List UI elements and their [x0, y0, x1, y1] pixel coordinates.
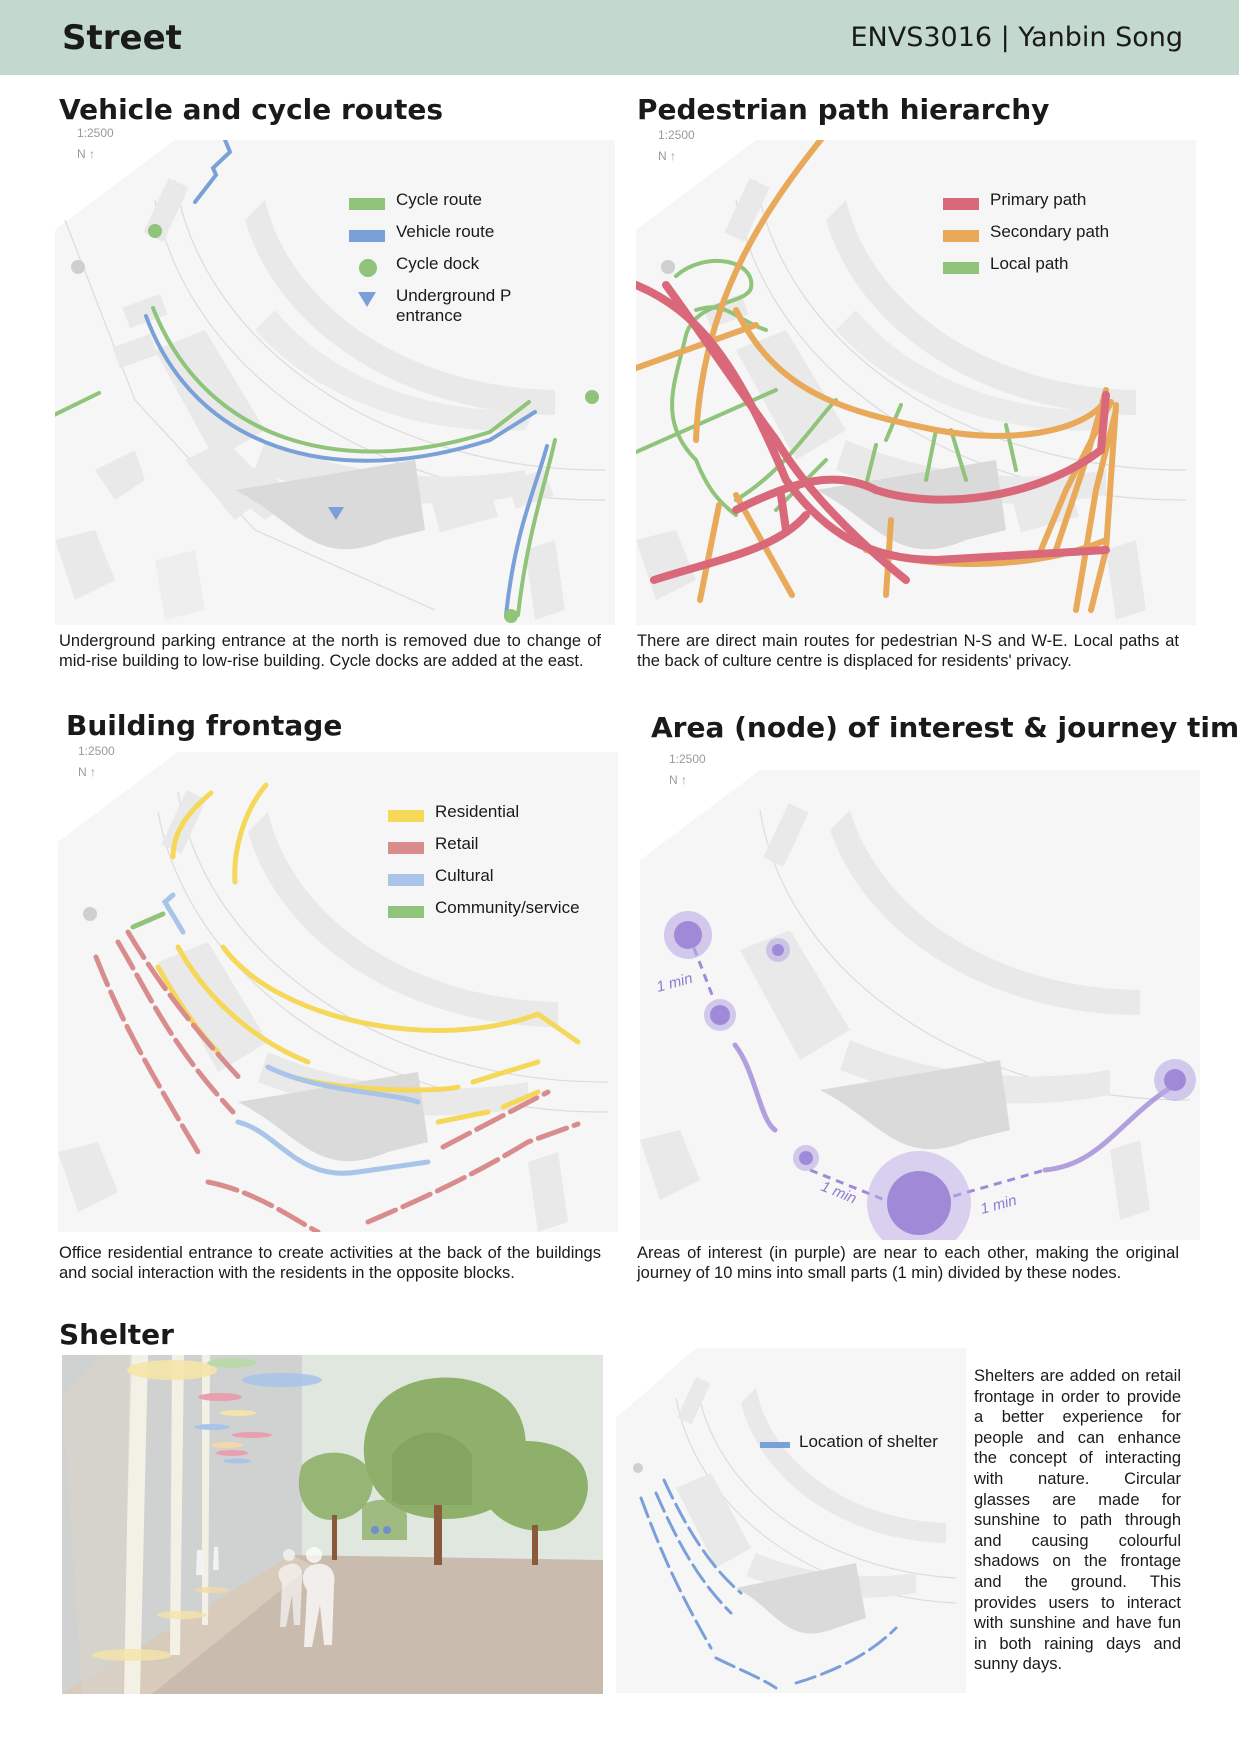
page-title: Street: [62, 18, 182, 58]
glass-disc-blue: [223, 1458, 251, 1464]
tree: [482, 1441, 588, 1531]
glass-disc-blue: [194, 1424, 230, 1430]
colonnade-column: [202, 1355, 210, 1625]
base-map: [636, 140, 1196, 625]
glass-disc-blue: [242, 1373, 322, 1387]
retail-frontage: [93, 929, 581, 1232]
vehicle-title: Vehicle and cycle routes: [59, 93, 444, 126]
pedestrian-caption: There are direct main routes for pedestr…: [637, 632, 1179, 670]
tree: [298, 1452, 373, 1520]
nodes-map: 1 min 1 min 1 min: [640, 770, 1200, 1240]
cycle-route: [55, 306, 557, 617]
nodes-caption: Areas of interest (in purple) are near t…: [637, 1244, 1179, 1282]
shelter-title: Shelter: [59, 1318, 174, 1351]
frontage-scale-label: 1:2500 N ↑: [78, 744, 115, 779]
vehicle-scale-label: 1:2500 N ↑: [77, 126, 114, 161]
nodes-title: Area (node) of interest & journey time: [651, 711, 1239, 744]
base-map: [55, 140, 615, 625]
cultural-frontage: [161, 892, 431, 1176]
glass-disc-yellow: [127, 1360, 217, 1380]
course-author: ENVS3016 | Yanbin Song: [850, 22, 1183, 53]
frontage-title: Building frontage: [66, 709, 343, 742]
frontage-map: [58, 752, 618, 1232]
base-map: [616, 1348, 966, 1693]
tree: [362, 1499, 407, 1540]
cycle-dock-south: [504, 609, 518, 623]
underground-parking-marker: [328, 507, 344, 520]
base-map: [640, 770, 1200, 1240]
glass-disc-green: [207, 1358, 257, 1368]
vehicle-caption: Underground parking entrance at the nort…: [59, 632, 601, 670]
pedestrian-figure: [278, 1563, 303, 1627]
shelter-map: [616, 1348, 966, 1693]
pedestrian-figure: [302, 1563, 335, 1647]
glass-disc-yellow: [211, 1442, 243, 1448]
vehicle-map: [55, 140, 615, 625]
colonnade-column: [170, 1355, 184, 1655]
nodes-scale-label: 1:2500 N ↑: [669, 752, 706, 787]
base-map: [58, 752, 618, 1232]
glass-disc-pink: [216, 1450, 248, 1456]
glass-disc-pink: [198, 1393, 242, 1401]
community-frontage: [130, 911, 166, 930]
shelter-render: [62, 1355, 603, 1694]
primary-paths: [636, 281, 1110, 584]
cycle-dock-east: [585, 390, 599, 404]
shelter-description: Shelters are added on retail frontage in…: [974, 1367, 1181, 1674]
cycle-dock-north: [148, 224, 162, 238]
shelter-locations: [639, 1478, 898, 1690]
cycle-docks: [148, 224, 599, 623]
pedestrian-title: Pedestrian path hierarchy: [637, 93, 1050, 126]
header-bar: Street ENVS3016 | Yanbin Song: [0, 0, 1239, 75]
vehicle-route: [144, 140, 549, 617]
pedestrian-scale-label: 1:2500 N ↑: [658, 128, 695, 163]
glass-disc-pink: [232, 1432, 272, 1438]
glass-disc-yellow: [220, 1410, 256, 1416]
frontage-caption: Office residential entrance to create ac…: [59, 1244, 601, 1282]
pedestrian-map: [636, 140, 1196, 625]
interest-nodes: [664, 911, 1196, 1240]
colonnade-column: [124, 1355, 148, 1694]
